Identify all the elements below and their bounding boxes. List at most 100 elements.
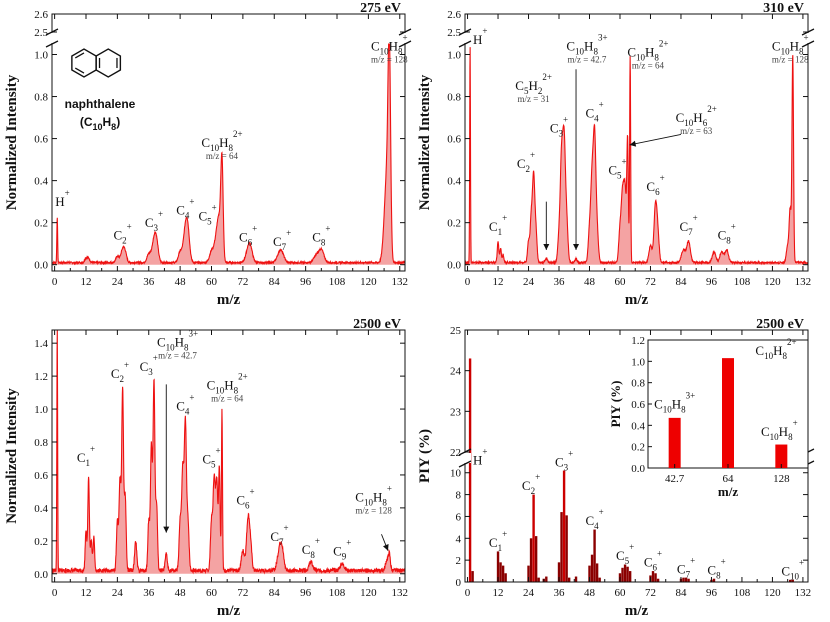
y-tick-label: 10 [450,468,462,480]
fragment-label-c4: C4+ [176,393,194,417]
y-tick-label: 0 [456,577,462,589]
plot-area [52,43,405,266]
x-tick-label: 132 [392,587,409,599]
fragment-label-h: H+ [473,447,487,468]
fragment-label-c10: C10+ [781,557,804,581]
annotation-arrow [629,133,682,146]
inset-bar-2 [775,444,788,468]
y-tick-label: 1.4 [34,338,48,350]
spectrum-line [52,43,405,266]
fragment-label-c5h2: C5H22+ [515,72,552,96]
bar-mz-48 [588,565,591,582]
plot-area [468,358,794,582]
bar-mz-64 [628,571,632,582]
x-tick-label: 24 [523,587,535,599]
bar-mz-49 [590,554,594,582]
x-tick-label: 84 [269,276,281,288]
bar-mz-97 [712,578,716,582]
break-mark [458,40,472,48]
double-bond [74,52,85,59]
y-tick-label: 0.4 [447,176,461,188]
fragment-label-h: H+ [55,188,69,209]
y-tick-label: 0.0 [447,260,461,272]
panel-4: 0 12 24 36 48 60 72 84 96 108 120 13202468102223242… [417,317,815,619]
y-tick-label: 0.6 [34,134,48,146]
mz-note-c10h8-3: m/z = 42.7 [158,350,197,360]
fragment-label-c6: C6+ [646,173,664,197]
y-tick-label: 4 [456,533,462,545]
x-tick-label: 48 [584,587,596,599]
fragment-label-c3: C3+ [550,114,568,138]
y-tick-label: 0.8 [34,92,48,104]
bar-mz-13 [499,562,502,582]
x-tick-label: 72 [237,276,248,288]
fragment-label-c10h8-1: C10H8+ [355,483,392,507]
fragment-label-c9: C9+ [333,538,351,562]
spectrum-fill [52,330,405,574]
frame [51,329,406,583]
x-tick-label: 60 [206,276,218,288]
x-tick-label: 84 [269,587,281,599]
y-tick-label: 0.0 [34,260,48,272]
y-tick-label: 0.2 [447,218,461,230]
x-axis-title: m/z [217,292,241,308]
bar-mz-61 [621,567,624,582]
naphthalene-structure: naphthalene (C10H8) [65,48,136,132]
y-tick-label: 1.2 [34,371,48,383]
bar-mz-74 [654,573,657,582]
x-tick-label: 84 [675,276,687,288]
y-axis-title: Normalized Intensity [4,74,20,210]
break-gap-left [46,33,58,43]
x-axis-title: m/z [217,603,241,619]
fragment-label-c7: C7+ [677,555,695,579]
bar-mz-25 [529,538,533,582]
fragment-label-c7: C7+ [273,228,291,252]
inset-y-tick-label: 0.6 [631,399,645,411]
inset-y-tick-label: 1.2 [631,335,645,347]
y-tick-label: 22 [450,447,461,459]
x-tick-label: 24 [112,587,124,599]
panel-title: 2500 eV [756,317,804,332]
y-tick-label: 1.0 [447,50,461,62]
axes-frame [458,13,815,272]
axes-frame [45,13,412,272]
fragment-label-c2: C2+ [522,472,540,496]
fragment-label-c1: C1+ [77,444,95,468]
x-tick-label: 120 [764,276,781,288]
fragment-label-c5: C5+ [198,203,216,227]
y-tick-label: 23 [450,406,462,418]
x-tick-label: 120 [360,587,377,599]
axes-frame [51,329,406,583]
y-tick-label: 1.0 [34,50,48,62]
y-axis-title: Normalized Intensity [417,74,433,210]
x-axis-title: m/z [625,603,649,619]
break-mark [45,40,59,48]
x-tick-label: 84 [675,587,687,599]
y-tick-label: 0.4 [34,176,48,188]
x-tick-label: 12 [80,587,91,599]
x-tick-label: 96 [300,587,312,599]
molecule-formula: (C10H8) [80,115,120,132]
x-tick-label: 96 [300,276,312,288]
y-tick-label: 0.6 [34,470,48,482]
x-axis-title: m/z [625,292,649,308]
inset-x-tick-label: 64 [723,473,735,485]
bar-mz-42_7 [574,576,578,582]
plot-area [52,330,405,575]
break-mark [801,40,815,48]
y-tick-label: 2.5 [34,27,48,39]
bar-mz-31 [545,576,548,582]
fragment-label-c3: C3+ [145,209,163,233]
y-tick-label: 24 [450,366,462,378]
bar-mz-14 [501,565,505,582]
x-tick-label: 48 [584,276,596,288]
fragment-label-c4: C4+ [585,507,603,531]
bar-mz-87 [687,578,690,582]
fragment-label-c2: C2+ [113,221,131,245]
bar-mz-37 [560,512,563,582]
x-tick-label: 60 [614,587,626,599]
fragment-label-c5: C5+ [616,542,634,566]
mz-note-c10h8-1: m/z = 128 [355,505,392,515]
x-tick-label: 36 [554,276,566,288]
